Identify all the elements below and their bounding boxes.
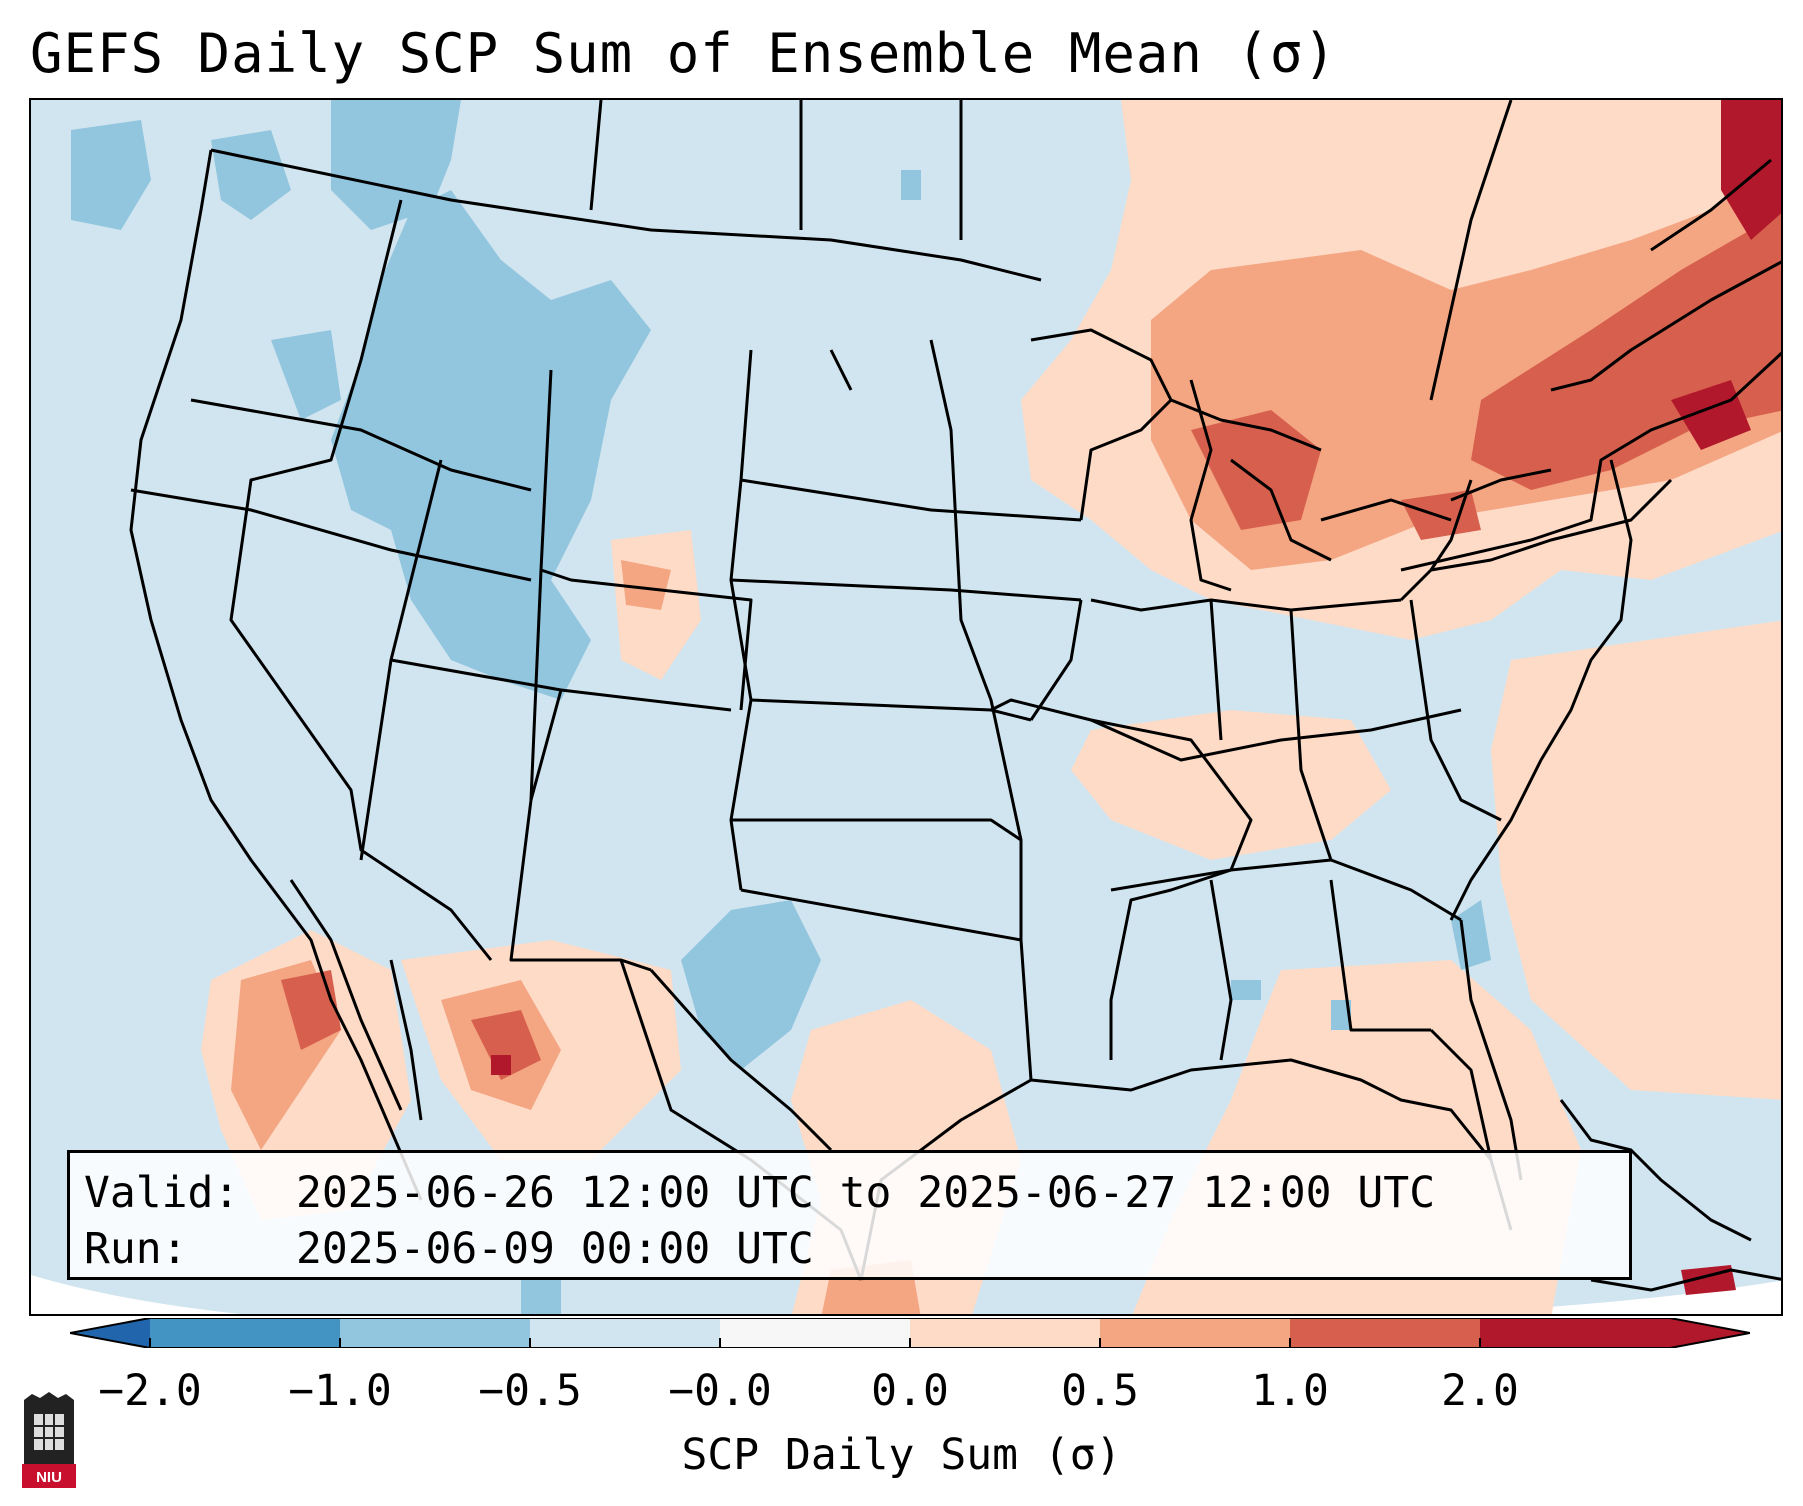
colorbar-tick-label: 2.0 [1441, 1366, 1519, 1416]
colorbar-label: SCP Daily Sum (σ) [681, 1430, 1122, 1480]
colorbar-segment [340, 1318, 531, 1348]
anomaly-map [31, 100, 1781, 1314]
logo-text: NIU [36, 1469, 62, 1486]
chart-title: GEFS Daily SCP Sum of Ensemble Mean (σ) [30, 22, 1337, 85]
colorbar-segment [150, 1318, 341, 1348]
run-value: 2025-06-09 00:00 UTC [296, 1224, 814, 1274]
colorbar-tick-label: 0.5 [1061, 1366, 1139, 1416]
niu-logo: NIU [22, 1392, 76, 1488]
colorbar-segment [910, 1318, 1101, 1348]
negative-anomalies [71, 100, 1491, 1314]
colorbar-tick-label: −1.0 [288, 1366, 392, 1416]
colorbar-tick-label: −0.5 [478, 1366, 582, 1416]
colorbar-segment [720, 1318, 911, 1348]
colorbar-segment [1290, 1318, 1481, 1348]
colorbar-tick-label: 1.0 [1251, 1366, 1329, 1416]
positive-anomalies [201, 100, 1781, 1314]
colorbar-extend-high [1670, 1318, 1750, 1348]
colorbar [70, 1318, 1750, 1348]
valid-key: Valid: [84, 1168, 240, 1218]
map-panel [29, 98, 1783, 1316]
colorbar-tick-label: 0.0 [871, 1366, 949, 1416]
colorbar-tick-label: −0.0 [668, 1366, 772, 1416]
valid-value: 2025-06-26 12:00 UTC to 2025-06-27 12:00… [296, 1168, 1436, 1218]
run-key: Run: [84, 1224, 188, 1274]
colorbar-segment [1100, 1318, 1291, 1348]
boundary-lines [129, 100, 1781, 1292]
colorbar-segment [1480, 1318, 1671, 1348]
valid-run-info-box: Valid: 2025-06-26 12:00 UTC to 2025-06-2… [67, 1150, 1632, 1280]
colorbar-tick-label: −2.0 [98, 1366, 202, 1416]
colorbar-segment [530, 1318, 721, 1348]
colorbar-extend-low [70, 1318, 150, 1348]
